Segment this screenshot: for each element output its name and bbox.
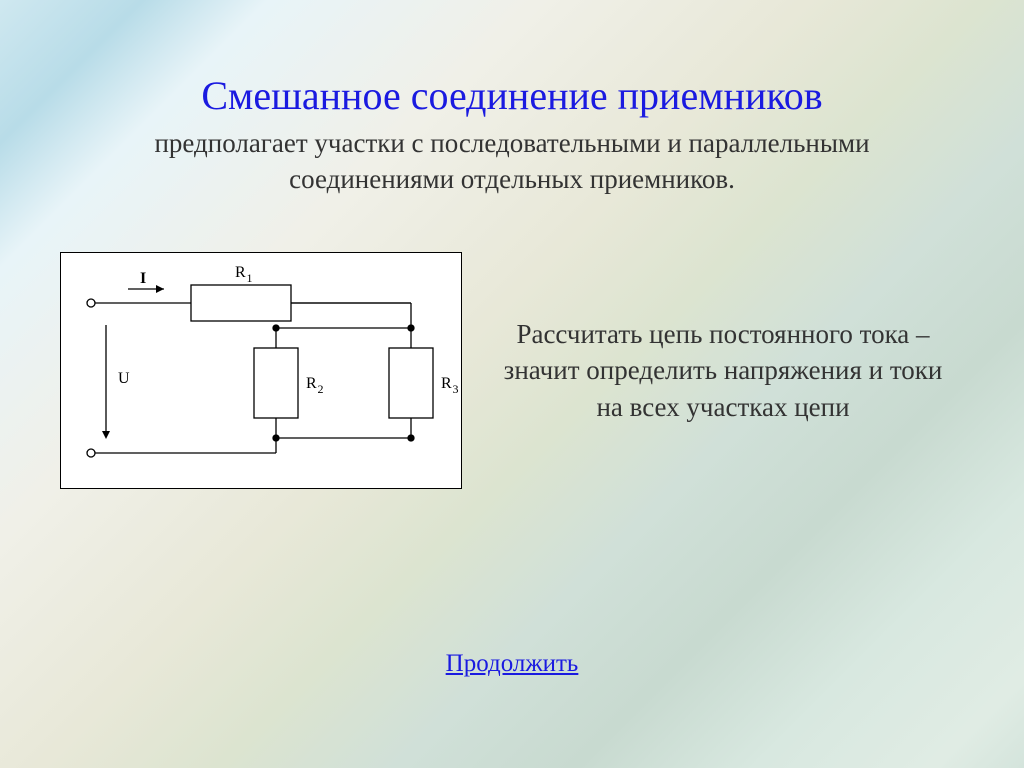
content-row: IUR1R2R3 Рассчитать цепь постоянного ток… [0,252,1024,489]
continue-link[interactable]: Продолжить [446,650,579,678]
svg-text:R: R [235,264,246,281]
slide-title: Смешанное соединение приемников [201,72,822,119]
svg-text:1: 1 [247,271,253,285]
description-text: Рассчитать цепь постоянного тока – значи… [502,316,964,425]
svg-text:I: I [140,270,146,287]
circuit-svg: IUR1R2R3 [61,253,461,483]
slide-subtitle: предполагает участки с последовательными… [112,125,912,198]
circuit-diagram: IUR1R2R3 [60,252,462,489]
svg-text:3: 3 [453,382,459,396]
slide: Смешанное соединение приемников предпола… [0,0,1024,768]
svg-text:U: U [118,370,130,387]
svg-text:R: R [441,375,452,392]
svg-text:2: 2 [318,382,324,396]
svg-text:R: R [306,375,317,392]
